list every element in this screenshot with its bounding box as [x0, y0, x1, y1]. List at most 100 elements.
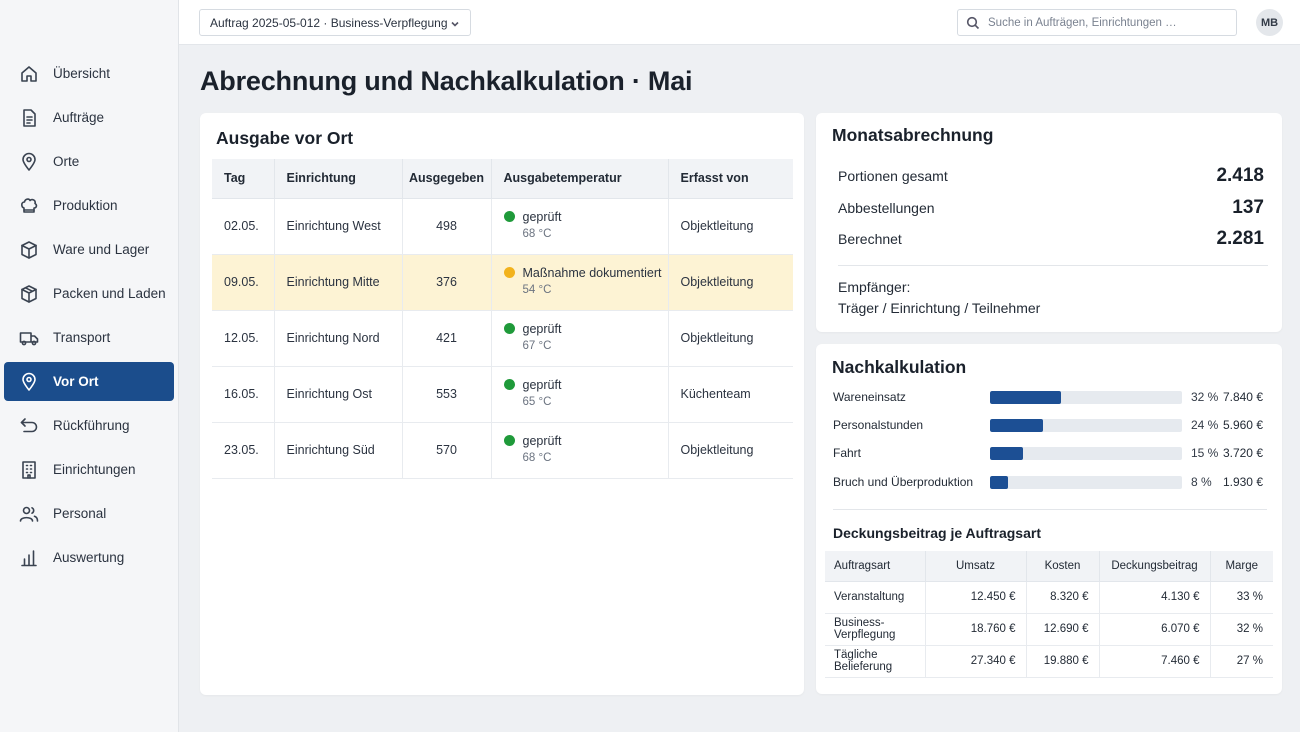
top-bar: Auftrag 2025-05-012 · Business-Verpflegu… [179, 0, 1300, 45]
truck-icon [19, 328, 39, 348]
nachkalkulation-title: Nachkalkulation [832, 357, 967, 377]
column-header-ausgegeben[interactable]: Ausgegeben [402, 159, 492, 199]
sidebar-item-label: Produktion [53, 198, 118, 213]
column-header-umsatz[interactable]: Umsatz [925, 551, 1027, 582]
sidebar-item-packen-und-laden[interactable]: Packen und Laden [4, 274, 174, 313]
search-input[interactable] [988, 16, 1228, 29]
cell-temperatur: geprüft 68 °C [491, 422, 669, 479]
cell-auftragsart: Veranstaltung [825, 581, 926, 614]
column-header-kosten[interactable]: Kosten [1026, 551, 1100, 582]
recipients-label: Empfänger: [838, 279, 911, 295]
sidebar-item-label: Vor Ort [53, 374, 99, 389]
cost-percent: 24 % [1191, 418, 1219, 432]
sidebar-header [0, 0, 178, 54]
table-row[interactable]: 02.05. Einrichtung West 498 geprüft 68 °C Obj… [212, 198, 793, 255]
column-header-auftragsart[interactable]: Auftragsart [825, 551, 926, 582]
cell-erfasst-von: Küchenteam [668, 366, 793, 423]
temperature-lines: geprüft 68 °C [523, 433, 562, 467]
sidebar-item-label: Einrichtungen [53, 462, 136, 477]
column-header-tag[interactable]: Tag [212, 159, 275, 199]
table-row[interactable]: Veranstaltung 12.450 €8.320 €4.130 €33 % [825, 581, 1273, 614]
cost-percent: 15 % [1191, 446, 1219, 460]
cell-umsatz: 18.760 € [925, 613, 1027, 646]
ausgabe-title: Ausgabe vor Ort [216, 128, 354, 148]
table-row[interactable]: Business-Verpflegung 18.760 €12.690 €6.07… [825, 613, 1273, 646]
sidebar-item-auftraege[interactable]: Aufträge [4, 98, 174, 137]
cell-einrichtung: Einrichtung Nord [274, 310, 403, 367]
cell-einrichtung: Einrichtung Ost [274, 366, 403, 423]
cell-deckungsbeitrag: 6.070 € [1099, 613, 1211, 646]
table-row[interactable]: 16.05. Einrichtung Ost 553 geprüft 65 °C Küch… [212, 366, 793, 423]
cell-erfasst-von: Objektleitung [668, 198, 793, 255]
temperature-lines: geprüft 67 °C [523, 321, 562, 355]
cost-percent: 32 % [1191, 390, 1219, 404]
home-icon [19, 64, 39, 84]
cell-temperatur: geprüft 67 °C [491, 310, 669, 367]
bar-chart-icon [19, 548, 39, 568]
cost-amount: 5.960 € [1222, 418, 1263, 432]
sidebar-item-einrichtungen[interactable]: Einrichtungen [4, 450, 174, 489]
sidebar-item-personal[interactable]: Personal [4, 494, 174, 533]
sidebar-item-label: Packen und Laden [53, 286, 166, 301]
cell-ausgegeben: 421 [402, 310, 492, 367]
cell-ausgegeben: 376 [402, 254, 492, 311]
column-header-marge[interactable]: Marge [1210, 551, 1273, 582]
cost-progress-fill [990, 476, 1008, 489]
column-header-erfasst-von[interactable]: Erfasst von [668, 159, 793, 199]
order-select[interactable]: Auftrag 2025-05-012 · Business-Verpflegu… [199, 9, 471, 36]
cost-progress-bar [990, 447, 1182, 460]
cell-einrichtung: Einrichtung Mitte [274, 254, 403, 311]
status-text: geprüft [522, 210, 562, 224]
cell-tag: 16.05. [212, 366, 275, 423]
table-header-row: Auftragsart Umsatz Kosten Deckungsbeitra… [825, 551, 1273, 582]
sidebar-item-orte[interactable]: Orte [4, 142, 174, 181]
people-icon [19, 504, 39, 524]
temperature-lines: geprüft 68 °C [523, 209, 562, 243]
cell-ausgegeben: 553 [402, 366, 492, 423]
cell-kosten: 12.690 € [1026, 613, 1100, 646]
cost-amount: 3.720 € [1222, 446, 1263, 460]
recipients-value: Träger / Einrichtung / Teilnehmer [838, 300, 1041, 316]
cell-temperatur: geprüft 68 °C [491, 198, 669, 255]
cost-row: Bruch und Überproduktion 8 % 1.930 € [833, 473, 1263, 491]
monatsabrechnung-title: Monatsabrechnung [832, 125, 994, 145]
cost-progress-bar [990, 419, 1182, 432]
cell-temperatur: Maßnahme dokumentiert 54 °C [491, 254, 669, 311]
cell-tag: 09.05. [212, 254, 275, 311]
sidebar-item-rueckfuehrung[interactable]: Rückführung [4, 406, 174, 445]
table-row[interactable]: 23.05. Einrichtung Süd 570 geprüft 68 °C Obje… [212, 422, 793, 479]
status-dot-icon [503, 211, 515, 222]
cost-label: Fahrt [833, 446, 862, 460]
cell-einrichtung: Einrichtung West [274, 198, 403, 255]
sidebar-item-transport[interactable]: Transport [4, 318, 174, 357]
column-header-deckungsbeitrag[interactable]: Deckungsbeitrag [1099, 551, 1211, 582]
nachkalkulation-card: Nachkalkulation Wareneinsatz 32 % 7.840 € P… [816, 344, 1282, 694]
column-header-einrichtung[interactable]: Einrichtung [274, 159, 403, 199]
table-row[interactable]: Tägliche Belieferung 27.340 €19.880 €7.46… [825, 645, 1273, 678]
column-header-ausgabetemperatur[interactable]: Ausgabetemperatur [491, 159, 669, 199]
temperature-value: 65 °C [522, 396, 552, 408]
sidebar-item-ware-und-lager[interactable]: Ware und Lager [4, 230, 174, 269]
cell-auftragsart: Business-Verpflegung [825, 613, 926, 646]
sidebar-item-produktion[interactable]: Produktion [4, 186, 174, 225]
divider [838, 265, 1268, 266]
sidebar-item-auswertung[interactable]: Auswertung [4, 538, 174, 577]
sidebar-item-uebersicht[interactable]: Übersicht [4, 54, 174, 93]
cell-ausgegeben: 570 [402, 422, 492, 479]
temperature-lines: geprüft 65 °C [523, 377, 562, 411]
table-row[interactable]: 09.05. Einrichtung Mitte 376 Maßnahme dokum… [212, 254, 793, 311]
table-row[interactable]: 12.05. Einrichtung Nord 421 geprüft 67 °C Obj… [212, 310, 793, 367]
summary-value: 137 [1232, 197, 1264, 218]
status-text: Maßnahme dokumentiert [522, 266, 662, 280]
recipients: Empfänger: Träger / Einrichtung / Teilne… [838, 277, 1040, 319]
avatar[interactable]: MB [1256, 9, 1283, 36]
sidebar-item-vor-ort[interactable]: Vor Ort [4, 362, 174, 401]
status-text: geprüft [522, 378, 562, 392]
package-icon [19, 284, 39, 304]
cost-progress-bar [990, 391, 1182, 404]
page-title: Abrechnung und Nachkalkulation · Mai [200, 66, 693, 96]
temperature-value: 54 °C [522, 284, 552, 296]
search-icon [966, 16, 980, 29]
summary-label: Berechnet [838, 231, 902, 247]
cell-deckungsbeitrag: 7.460 € [1099, 645, 1211, 678]
